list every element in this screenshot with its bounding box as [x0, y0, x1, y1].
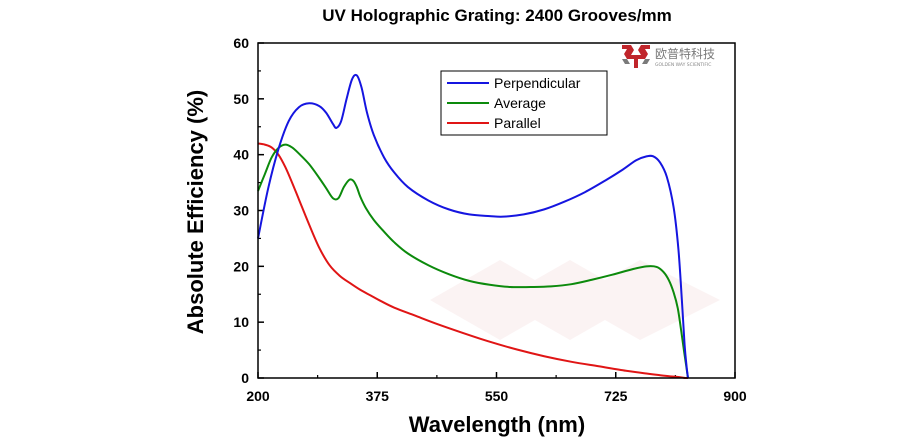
- legend-label-average: Average: [494, 95, 546, 111]
- x-tick-label: 900: [723, 388, 747, 404]
- brand-logo: 欧普特科技 GOLDEN WAY SCIENTIFIC: [622, 45, 715, 68]
- y-tick-label: 40: [233, 147, 249, 163]
- plot-area-frame: [257, 42, 736, 379]
- brand-logo-icon: [622, 45, 650, 68]
- series-line-average: [257, 143, 689, 379]
- y-tick-label: 10: [233, 314, 249, 330]
- y-tick-label: 0: [241, 370, 249, 386]
- brand-logo-chinese-text: 欧普特科技: [655, 46, 715, 61]
- brand-logo-english-text: GOLDEN WAY SCIENTIFIC: [655, 62, 711, 68]
- y-tick-label: 50: [233, 91, 249, 107]
- y-tick-label: 20: [233, 258, 249, 274]
- chart-title: UV Holographic Grating: 2400 Grooves/mm: [322, 6, 672, 25]
- legend-label-perpendicular: Perpendicular: [494, 75, 581, 91]
- legend-label-parallel: Parallel: [494, 115, 541, 131]
- y-tick-label: 60: [233, 35, 249, 51]
- x-tick-label: 550: [485, 388, 509, 404]
- legend: Perpendicular Average Parallel: [440, 70, 608, 136]
- series-line-parallel: [257, 142, 688, 380]
- series-line-perpendicular: [257, 73, 689, 379]
- series-layer: [257, 73, 689, 380]
- x-tick-label: 375: [366, 388, 390, 404]
- x-tick-label: 200: [246, 388, 270, 404]
- tick-labels: 200 375 550 725 900 0 10 20 30 40 50 60: [233, 35, 746, 404]
- y-axis-title: Absolute Efficiency (%): [183, 90, 208, 334]
- y-tick-label: 30: [233, 203, 249, 219]
- x-axis-title: Wavelength (nm): [409, 412, 585, 437]
- x-tick-label: 725: [604, 388, 628, 404]
